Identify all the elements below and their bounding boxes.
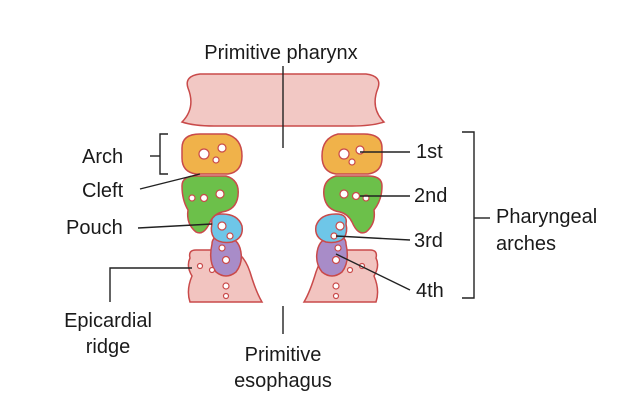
epicardial-ridge-label-line2: ridge [85,336,131,358]
arch-1st-label: 1st [416,141,443,163]
arch-2nd-label: 2nd [414,185,448,207]
arch-3rd-label: 3rd [414,230,443,252]
right-arch-2 [323,175,383,234]
arch-label: Arch [82,146,124,168]
leader-lines [109,66,490,334]
primitive-pharynx-label: Primitive pharynx [204,42,358,64]
right-arch-1 [321,133,383,175]
epicardial-ridge-label-line1: Epicardial [64,310,152,332]
left-arch-3 [210,213,244,244]
primitive-esophagus-label-line1: Primitive [244,344,322,366]
pharyngeal-arches-label-line1: Pharyngeal [496,206,598,228]
pharyngeal-arches-label-line2: arches [496,233,557,255]
right-arch-vessels [330,145,370,300]
primitive-esophagus-label-line2: esophagus [234,370,332,392]
left-arch-vessels [188,143,234,300]
left-arch-2 [181,175,239,234]
left-arch-1 [181,133,243,175]
pouch-label: Pouch [66,217,123,239]
arch-4th-label: 4th [416,280,444,302]
cleft-label: Cleft [82,180,124,202]
